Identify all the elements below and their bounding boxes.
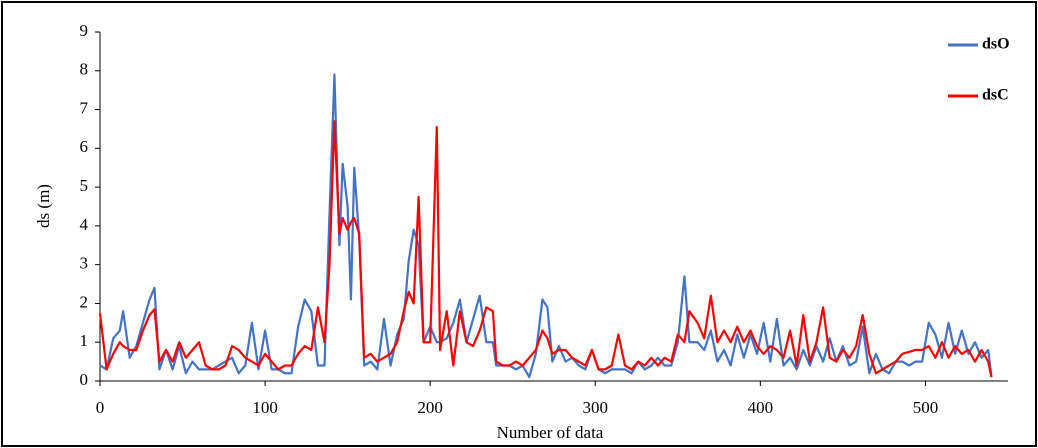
data-line [98, 120, 993, 378]
y-tick-label: 4 [80, 215, 89, 234]
x-tick-label: 300 [583, 398, 609, 417]
y-tick-label: 1 [80, 331, 89, 350]
y-tick-label: 5 [80, 176, 89, 195]
x-tick-label: 0 [96, 398, 105, 417]
legend-label: dsO [982, 36, 1010, 53]
x-tick-label: 500 [913, 398, 939, 417]
x-tick-label: 100 [252, 398, 278, 417]
y-axis-label: ds (m) [34, 184, 53, 228]
x-tick-label: 400 [748, 398, 774, 417]
y-tick-label: 7 [80, 98, 89, 117]
y-tick-label: 8 [80, 60, 89, 79]
x-tick-label: 200 [417, 398, 443, 417]
legend-label: dsC [982, 87, 1009, 104]
x-axis-label: Number of data [497, 423, 604, 442]
y-tick-label: 6 [80, 137, 89, 156]
y-tick-label: 3 [80, 254, 89, 273]
y-tick-label: 9 [80, 21, 89, 40]
y-tick-label: 2 [80, 292, 89, 311]
y-tick-label: 0 [80, 370, 89, 389]
